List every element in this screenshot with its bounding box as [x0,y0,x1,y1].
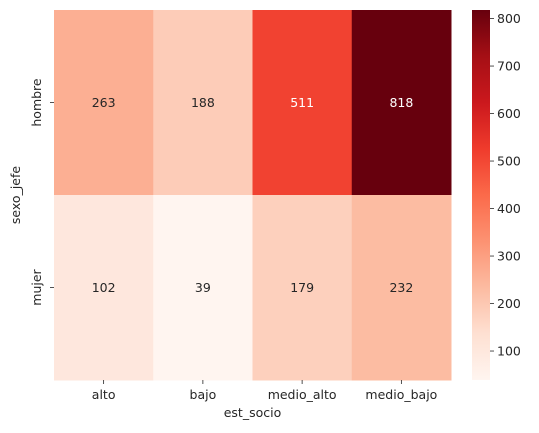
colorbar-tick-label: 400 [497,201,521,216]
colorbar-tick-label: 100 [497,344,521,359]
heatmap-cells: 263 188 511 818 102 39 179 232 [54,10,452,381]
colorbar-tick-label: 300 [497,249,521,264]
heatmap-cell-hombre-bajo [153,10,253,196]
heatmap-cell-mujer-bajo [153,195,253,381]
colorbar-tick-label: 200 [497,296,521,311]
y-axis-ticks: hombre mujer [29,78,54,306]
y-axis-label: sexo_jefe [8,166,23,224]
x-tick-label: medio_alto [268,387,337,402]
heatmap-cell-hombre-medio_bajo [351,10,452,196]
cell-value-label: 263 [92,95,116,110]
cell-value-label: 232 [389,280,413,295]
x-tick-label: alto [92,387,116,402]
colorbar-tick-label: 600 [497,106,521,121]
x-axis-label: est_socio [224,405,282,420]
cell-value-label: 511 [290,95,314,110]
heatmap-cell-mujer-medio_bajo [351,195,452,381]
cell-value-label: 179 [290,280,314,295]
heatmap-cell-hombre-alto [54,10,154,196]
cell-value-label: 188 [191,95,215,110]
y-tick-label: mujer [29,268,44,305]
cell-value-label: 818 [389,95,413,110]
colorbar-tick-label: 800 [497,11,521,26]
y-tick-label: hombre [29,78,44,127]
cell-value-label: 39 [195,280,211,295]
x-tick-label: medio_bajo [365,387,437,402]
colorbar-ticks: 100 200 300 400 500 600 700 800 [490,11,521,359]
cell-value-label: 102 [92,280,116,295]
colorbar [472,10,490,380]
colorbar-tick-label: 500 [497,154,521,169]
colorbar-tick-label: 700 [497,59,521,74]
x-tick-label: bajo [190,387,217,402]
heatmap-cell-mujer-medio_alto [252,195,353,381]
heatmap-cell-hombre-medio_alto [252,10,353,196]
heatmap-cell-mujer-alto [54,195,154,381]
x-axis-ticks: alto bajo medio_alto medio_bajo [92,380,437,402]
